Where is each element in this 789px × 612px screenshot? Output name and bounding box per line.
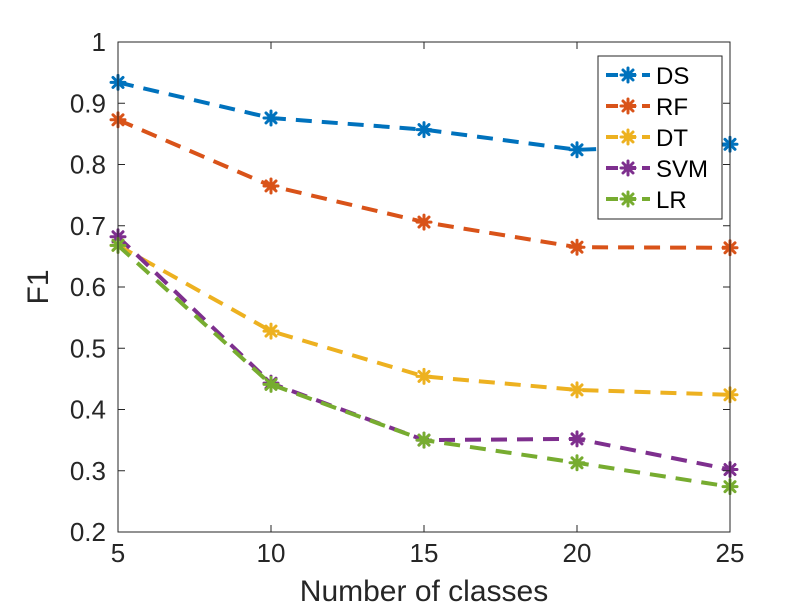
- data-point-lr-10: [262, 375, 280, 393]
- legend-label-lr: LR: [656, 187, 687, 214]
- legend-box: [597, 55, 723, 220]
- legend-item-ds: DS: [606, 63, 689, 90]
- y-tick-label: 0.2: [70, 517, 106, 547]
- legend-label-dt: DT: [656, 125, 688, 152]
- data-point-rf-20: [568, 238, 586, 256]
- legend-item-svm: SVM: [606, 156, 708, 183]
- x-tick-label: 20: [563, 538, 592, 568]
- data-point-dt-20: [568, 381, 586, 399]
- series-line-ds: [117, 80, 731, 152]
- legend-item-lr: LR: [606, 187, 687, 214]
- x-axis-title: Number of classes: [300, 575, 548, 608]
- data-point-svm-20: [568, 430, 586, 448]
- y-tick-label: 0.6: [70, 272, 106, 302]
- x-tick-label: 15: [410, 538, 439, 568]
- legend-marker-ds: [619, 66, 637, 84]
- legend-label-svm: SVM: [656, 156, 708, 183]
- y-tick-label: 0.4: [70, 395, 106, 425]
- y-tick-label: 0.5: [70, 333, 106, 363]
- data-point-dt-10: [262, 322, 280, 340]
- data-point-dt-15: [415, 367, 433, 385]
- x-tick-label: 10: [257, 538, 286, 568]
- data-point-ds-20: [568, 141, 586, 159]
- legend-marker-dt: [619, 128, 637, 146]
- series-line-dt: [117, 243, 731, 397]
- data-point-ds-10: [262, 109, 280, 127]
- legend-label-rf: RF: [656, 94, 688, 121]
- data-point-rf-15: [415, 213, 433, 231]
- legend-marker-rf: [619, 97, 637, 115]
- data-point-lr-20: [568, 454, 586, 472]
- legend-item-rf: RF: [606, 94, 688, 121]
- data-point-ds-15: [415, 121, 433, 139]
- legend-label-ds: DS: [656, 63, 689, 90]
- y-tick-label: 0.9: [70, 88, 106, 118]
- y-axis-title: F1: [22, 269, 55, 304]
- legend: DS RF DT SVM LR: [597, 55, 723, 220]
- legend-marker-svm: [619, 159, 637, 177]
- axes-layer: 5 10 15 20 25 0.2 0.3 0.4 0.5 0.6 0.7 0.8 0.9 1: [70, 27, 745, 568]
- x-tick-label: 25: [716, 538, 745, 568]
- legend-item-dt: DT: [606, 125, 688, 152]
- data-point-rf-10: [262, 177, 280, 195]
- y-tick-label: 0.8: [70, 150, 106, 180]
- y-tick-label: 0.3: [70, 456, 106, 486]
- x-tick-label: 5: [111, 538, 125, 568]
- legend-marker-lr: [619, 190, 637, 208]
- y-tick-label: 1: [92, 27, 106, 57]
- data-point-lr-15: [415, 431, 433, 449]
- y-tick-label: 0.7: [70, 211, 106, 241]
